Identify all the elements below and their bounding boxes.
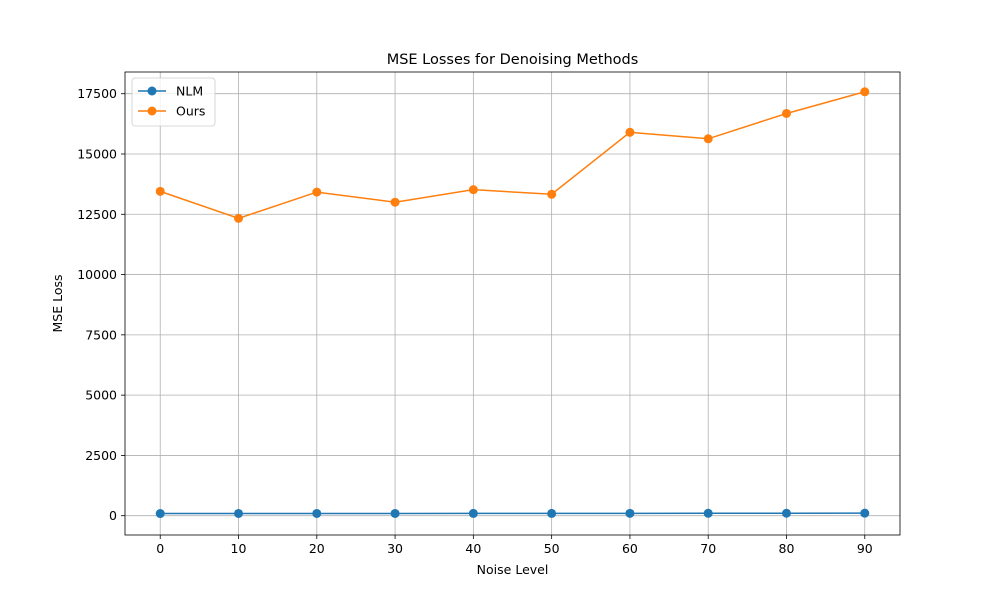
x-tick-label: 10 — [231, 541, 247, 556]
data-point-nlm — [234, 508, 244, 518]
y-tick-label: 10000 — [77, 267, 117, 282]
data-point-nlm — [625, 508, 635, 518]
x-axis-label: Noise Level — [477, 562, 549, 577]
data-point-ours — [390, 197, 400, 207]
x-tick-label: 40 — [465, 541, 481, 556]
x-tick-label: 80 — [779, 541, 795, 556]
data-point-nlm — [155, 509, 165, 519]
y-tick-label: 17500 — [77, 86, 117, 101]
data-point-ours — [860, 87, 870, 97]
data-point-ours — [625, 127, 635, 137]
data-point-ours — [781, 108, 791, 118]
data-point-nlm — [468, 508, 478, 518]
data-point-nlm — [390, 508, 400, 518]
x-tick-label: 50 — [544, 541, 560, 556]
data-point-nlm — [781, 508, 791, 518]
data-point-ours — [155, 186, 165, 196]
data-point-ours — [234, 213, 244, 223]
x-tick-label: 90 — [857, 541, 873, 556]
axis-ticks: 0 10 20 30 40 50 60 70 80 90 0 2500 5000 7500 10000 125… — [77, 86, 873, 556]
data-point-nlm — [547, 508, 557, 518]
legend-marker-nlm — [147, 86, 157, 96]
legend-label-nlm: NLM — [176, 84, 203, 99]
legend: NLM Ours — [131, 77, 216, 127]
y-tick-label: 0 — [109, 508, 117, 523]
y-tick-label: 15000 — [77, 146, 117, 161]
x-tick-label: 60 — [622, 541, 638, 556]
data-point-nlm — [703, 508, 713, 518]
y-axis-label: MSE Loss — [50, 274, 65, 332]
x-tick-label: 70 — [700, 541, 716, 556]
chart-title: MSE Losses for Denoising Methods — [387, 52, 639, 68]
y-tick-label: 12500 — [77, 207, 117, 222]
data-point-ours — [703, 134, 713, 144]
data-point-ours — [312, 187, 322, 197]
grid — [125, 72, 900, 535]
data-point-nlm — [312, 508, 322, 518]
x-tick-label: 30 — [387, 541, 403, 556]
data-point-ours — [468, 185, 478, 195]
y-tick-label: 7500 — [85, 327, 117, 342]
series-line-ours — [159, 91, 865, 220]
x-tick-label: 0 — [156, 541, 164, 556]
y-tick-label: 2500 — [85, 448, 117, 463]
data-point-nlm — [860, 508, 870, 518]
legend-marker-ours — [147, 106, 157, 116]
legend-label-ours: Ours — [176, 104, 205, 119]
x-tick-label: 20 — [309, 541, 325, 556]
y-tick-label: 5000 — [85, 388, 117, 403]
data-point-ours — [547, 189, 557, 199]
plot-frame — [124, 71, 901, 536]
series-layer — [155, 87, 870, 519]
